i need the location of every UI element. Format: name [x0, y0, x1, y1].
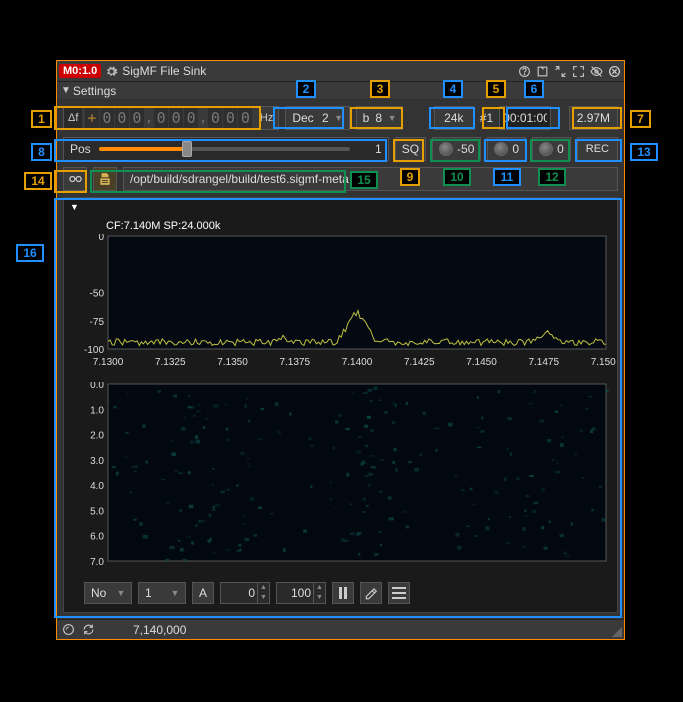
row-file: /opt/build/sdrangel/build/test6.sigmf-me… — [63, 167, 618, 191]
knob-icon — [439, 142, 453, 156]
post-record-knob[interactable]: 0 — [532, 137, 571, 161]
svg-text:7.1400: 7.1400 — [342, 357, 373, 368]
range-spin[interactable]: ▲▼ — [276, 582, 326, 604]
pos-label: Pos — [70, 142, 91, 156]
shrink-icon[interactable] — [552, 63, 568, 79]
spectrum-chart[interactable]: 0 -50 -75 -1007.1300 7.1325 7.1350 7.1375 7.140… — [68, 234, 616, 369]
chevron-down-icon: ▼ — [113, 588, 129, 598]
svg-text:7.1350: 7.1350 — [217, 357, 248, 368]
module-badge: M0:1.0 — [59, 64, 101, 78]
svg-text:7.1500: 7.1500 — [591, 357, 616, 368]
chevron-down-icon: ▼ — [384, 113, 400, 123]
spectrum-marker-icon[interactable]: ▼ — [68, 202, 613, 212]
svg-text:7.1300: 7.1300 — [93, 357, 124, 368]
squelch-level-knob[interactable]: -50 — [432, 137, 481, 161]
resize-grip-icon[interactable] — [610, 625, 622, 637]
help-icon[interactable] — [516, 63, 532, 79]
svg-text:-50: -50 — [90, 289, 105, 300]
expand-icon[interactable] — [570, 63, 586, 79]
freq-digits[interactable]: +000,000,000 — [82, 107, 254, 129]
pos-value: 1 — [358, 142, 382, 156]
settings-gear-icon[interactable] — [104, 64, 118, 78]
hide-icon[interactable] — [588, 63, 604, 79]
size-display: 2.97M — [569, 106, 618, 130]
pause-button[interactable] — [332, 582, 354, 604]
settings-label: Settings — [73, 84, 116, 98]
ref-spin[interactable]: ▲▼ — [220, 582, 270, 604]
avg-n-combo[interactable]: 1 ▼ — [138, 582, 186, 604]
a-button[interactable]: A — [192, 582, 214, 604]
knob-icon — [494, 142, 508, 156]
freq-unit: Hz — [255, 112, 278, 124]
close-icon[interactable] — [606, 63, 622, 79]
collapse-triangle-icon: ▼ — [61, 85, 71, 96]
spectrum-controls: No ▼ 1 ▼ A ▲▼ ▲▼ — [68, 578, 613, 608]
waterfall-chart[interactable]: 0.0 1.0 2.0 3.0 4.0 5.0 6.0 7.0 — [68, 382, 616, 567]
spectrum-panel: ▼ CF:7.140M SP:24.000k 0 -50 -75 -1007.1300… — [63, 197, 618, 613]
svg-text:6.0: 6.0 — [90, 532, 104, 543]
link-icon[interactable] — [61, 622, 75, 638]
svg-text:2.0: 2.0 — [90, 431, 104, 442]
svg-text:0: 0 — [98, 234, 104, 243]
sample-rate-display: 24k — [434, 106, 474, 130]
row-position: Pos 1 SQ -50 0 0 REC — [63, 137, 618, 161]
svg-text:1.0: 1.0 — [90, 405, 104, 416]
statusbar: 7,140,000 — [57, 619, 624, 639]
svg-text:7.1475: 7.1475 — [528, 357, 559, 368]
center-freq-status: 7,140,000 — [133, 623, 186, 637]
avg-combo[interactable]: No ▼ — [84, 582, 132, 604]
spectrum-header: CF:7.140M SP:24.000k — [68, 220, 613, 232]
refresh-icon[interactable] — [81, 622, 95, 638]
svg-text:3.0: 3.0 — [90, 456, 104, 467]
svg-text:0.0: 0.0 — [90, 382, 104, 391]
svg-text:7.0: 7.0 — [90, 557, 104, 567]
pre-record-knob[interactable]: 0 — [487, 137, 526, 161]
squelch-button[interactable]: SQ — [395, 137, 426, 161]
chevron-down-icon: ▼ — [167, 588, 183, 598]
hash-label: #1 — [480, 111, 493, 125]
slider-thumb[interactable] — [182, 141, 192, 157]
svg-text:5.0: 5.0 — [90, 506, 104, 517]
svg-text:-100: -100 — [84, 345, 104, 356]
freq-offset-control[interactable]: Δf +000,000,000 Hz — [63, 106, 279, 130]
move-icon[interactable] — [534, 63, 550, 79]
titlebar: M0:1.0 SigMF File Sink — [57, 61, 624, 81]
clear-button[interactable] — [360, 582, 382, 604]
chevron-down-icon: ▼ — [331, 113, 347, 123]
svg-text:4.0: 4.0 — [90, 481, 104, 492]
delta-f-label: Δf — [64, 107, 82, 129]
decimation-combo[interactable]: Dec 2 ▼ — [285, 106, 349, 130]
b-combo[interactable]: b 8 ▼ — [356, 106, 403, 130]
knob-icon — [539, 142, 553, 156]
record-button[interactable]: REC — [577, 137, 618, 161]
file-select-button[interactable] — [93, 167, 117, 191]
svg-text:7.1450: 7.1450 — [466, 357, 497, 368]
sigmf-window: M0:1.0 SigMF File Sink — [56, 60, 625, 640]
svg-text:-75: -75 — [90, 317, 105, 328]
svg-text:7.1425: 7.1425 — [404, 357, 435, 368]
menu-button[interactable] — [388, 582, 410, 604]
position-slider-box: Pos 1 — [63, 137, 389, 161]
window-title: SigMF File Sink — [122, 64, 206, 78]
time-input[interactable] — [499, 106, 551, 130]
spectrum-toggle-button[interactable] — [63, 167, 87, 191]
svg-text:7.1325: 7.1325 — [155, 357, 186, 368]
svg-text:7.1375: 7.1375 — [279, 357, 310, 368]
row-freq: Δf +000,000,000 Hz Dec 2 ▼ b 8 ▼ 24k #1 … — [63, 105, 618, 131]
titlebar-icons — [516, 63, 622, 79]
position-slider[interactable] — [99, 147, 350, 151]
